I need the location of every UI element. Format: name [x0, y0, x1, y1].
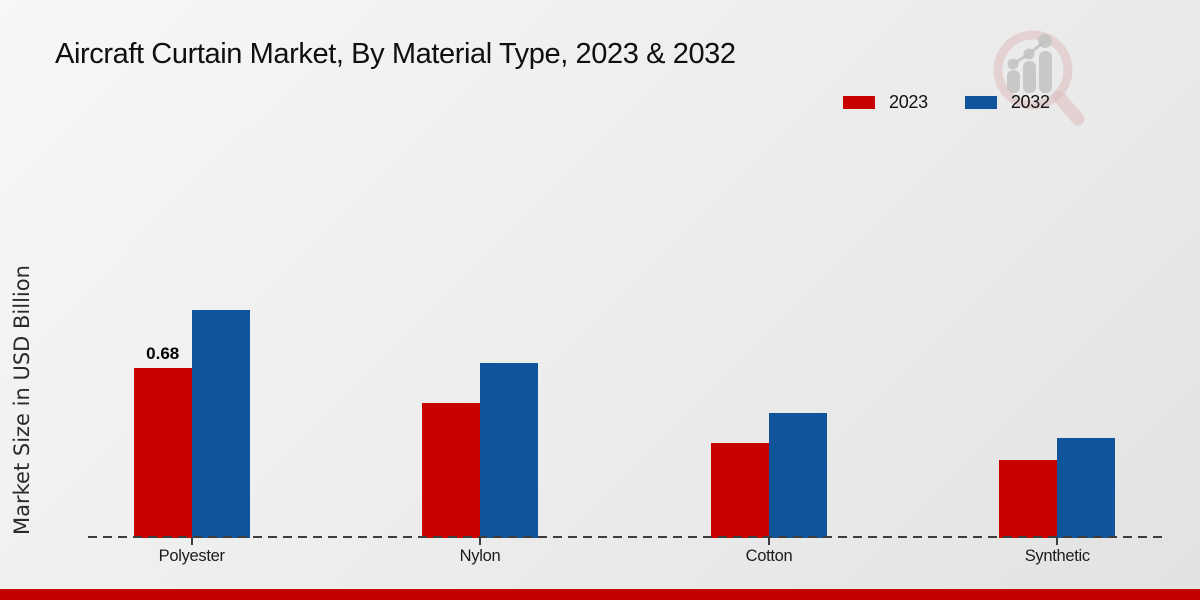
bar-2032-polyester [191, 310, 250, 538]
x-axis-tick [190, 538, 193, 545]
x-axis-label-nylon: Nylon [459, 547, 501, 565]
legend-swatch-2032 [963, 95, 998, 110]
legend-label-2032: 2032 [1010, 92, 1050, 112]
bar-value-label: 0.68 [146, 343, 180, 363]
legend-label-2023: 2023 [889, 92, 928, 112]
legend-swatch-2023 [842, 95, 876, 110]
bar-2023-polyester [133, 367, 192, 538]
legend: 2023 2032 [842, 92, 1050, 113]
bar-2032-cotton [769, 412, 827, 538]
bar-2023-nylon [422, 402, 480, 538]
x-axis-tick [768, 538, 770, 545]
x-axis-label-synthetic: Synthetic [1024, 547, 1090, 565]
chart-title: Aircraft Curtain Market, By Material Typ… [55, 38, 736, 70]
x-axis-tick [1056, 538, 1059, 545]
bar-2023-cotton [711, 442, 769, 538]
x-axis-label-cotton: Cotton [745, 547, 793, 565]
magnifier-growth-chart-logo-icon [993, 30, 1085, 126]
bar-2032-synthetic [1057, 437, 1116, 538]
x-axis-label-polyester: Polyester [158, 547, 225, 565]
legend-item-2023: 2023 [842, 92, 928, 113]
footer-accent-bar [0, 589, 1200, 600]
x-axis-baseline [88, 536, 1164, 538]
x-axis-tick [479, 538, 481, 545]
legend-item-2032: 2032 [963, 92, 1050, 113]
bar-2032-nylon [480, 362, 538, 538]
bar-2023-synthetic [999, 460, 1058, 538]
